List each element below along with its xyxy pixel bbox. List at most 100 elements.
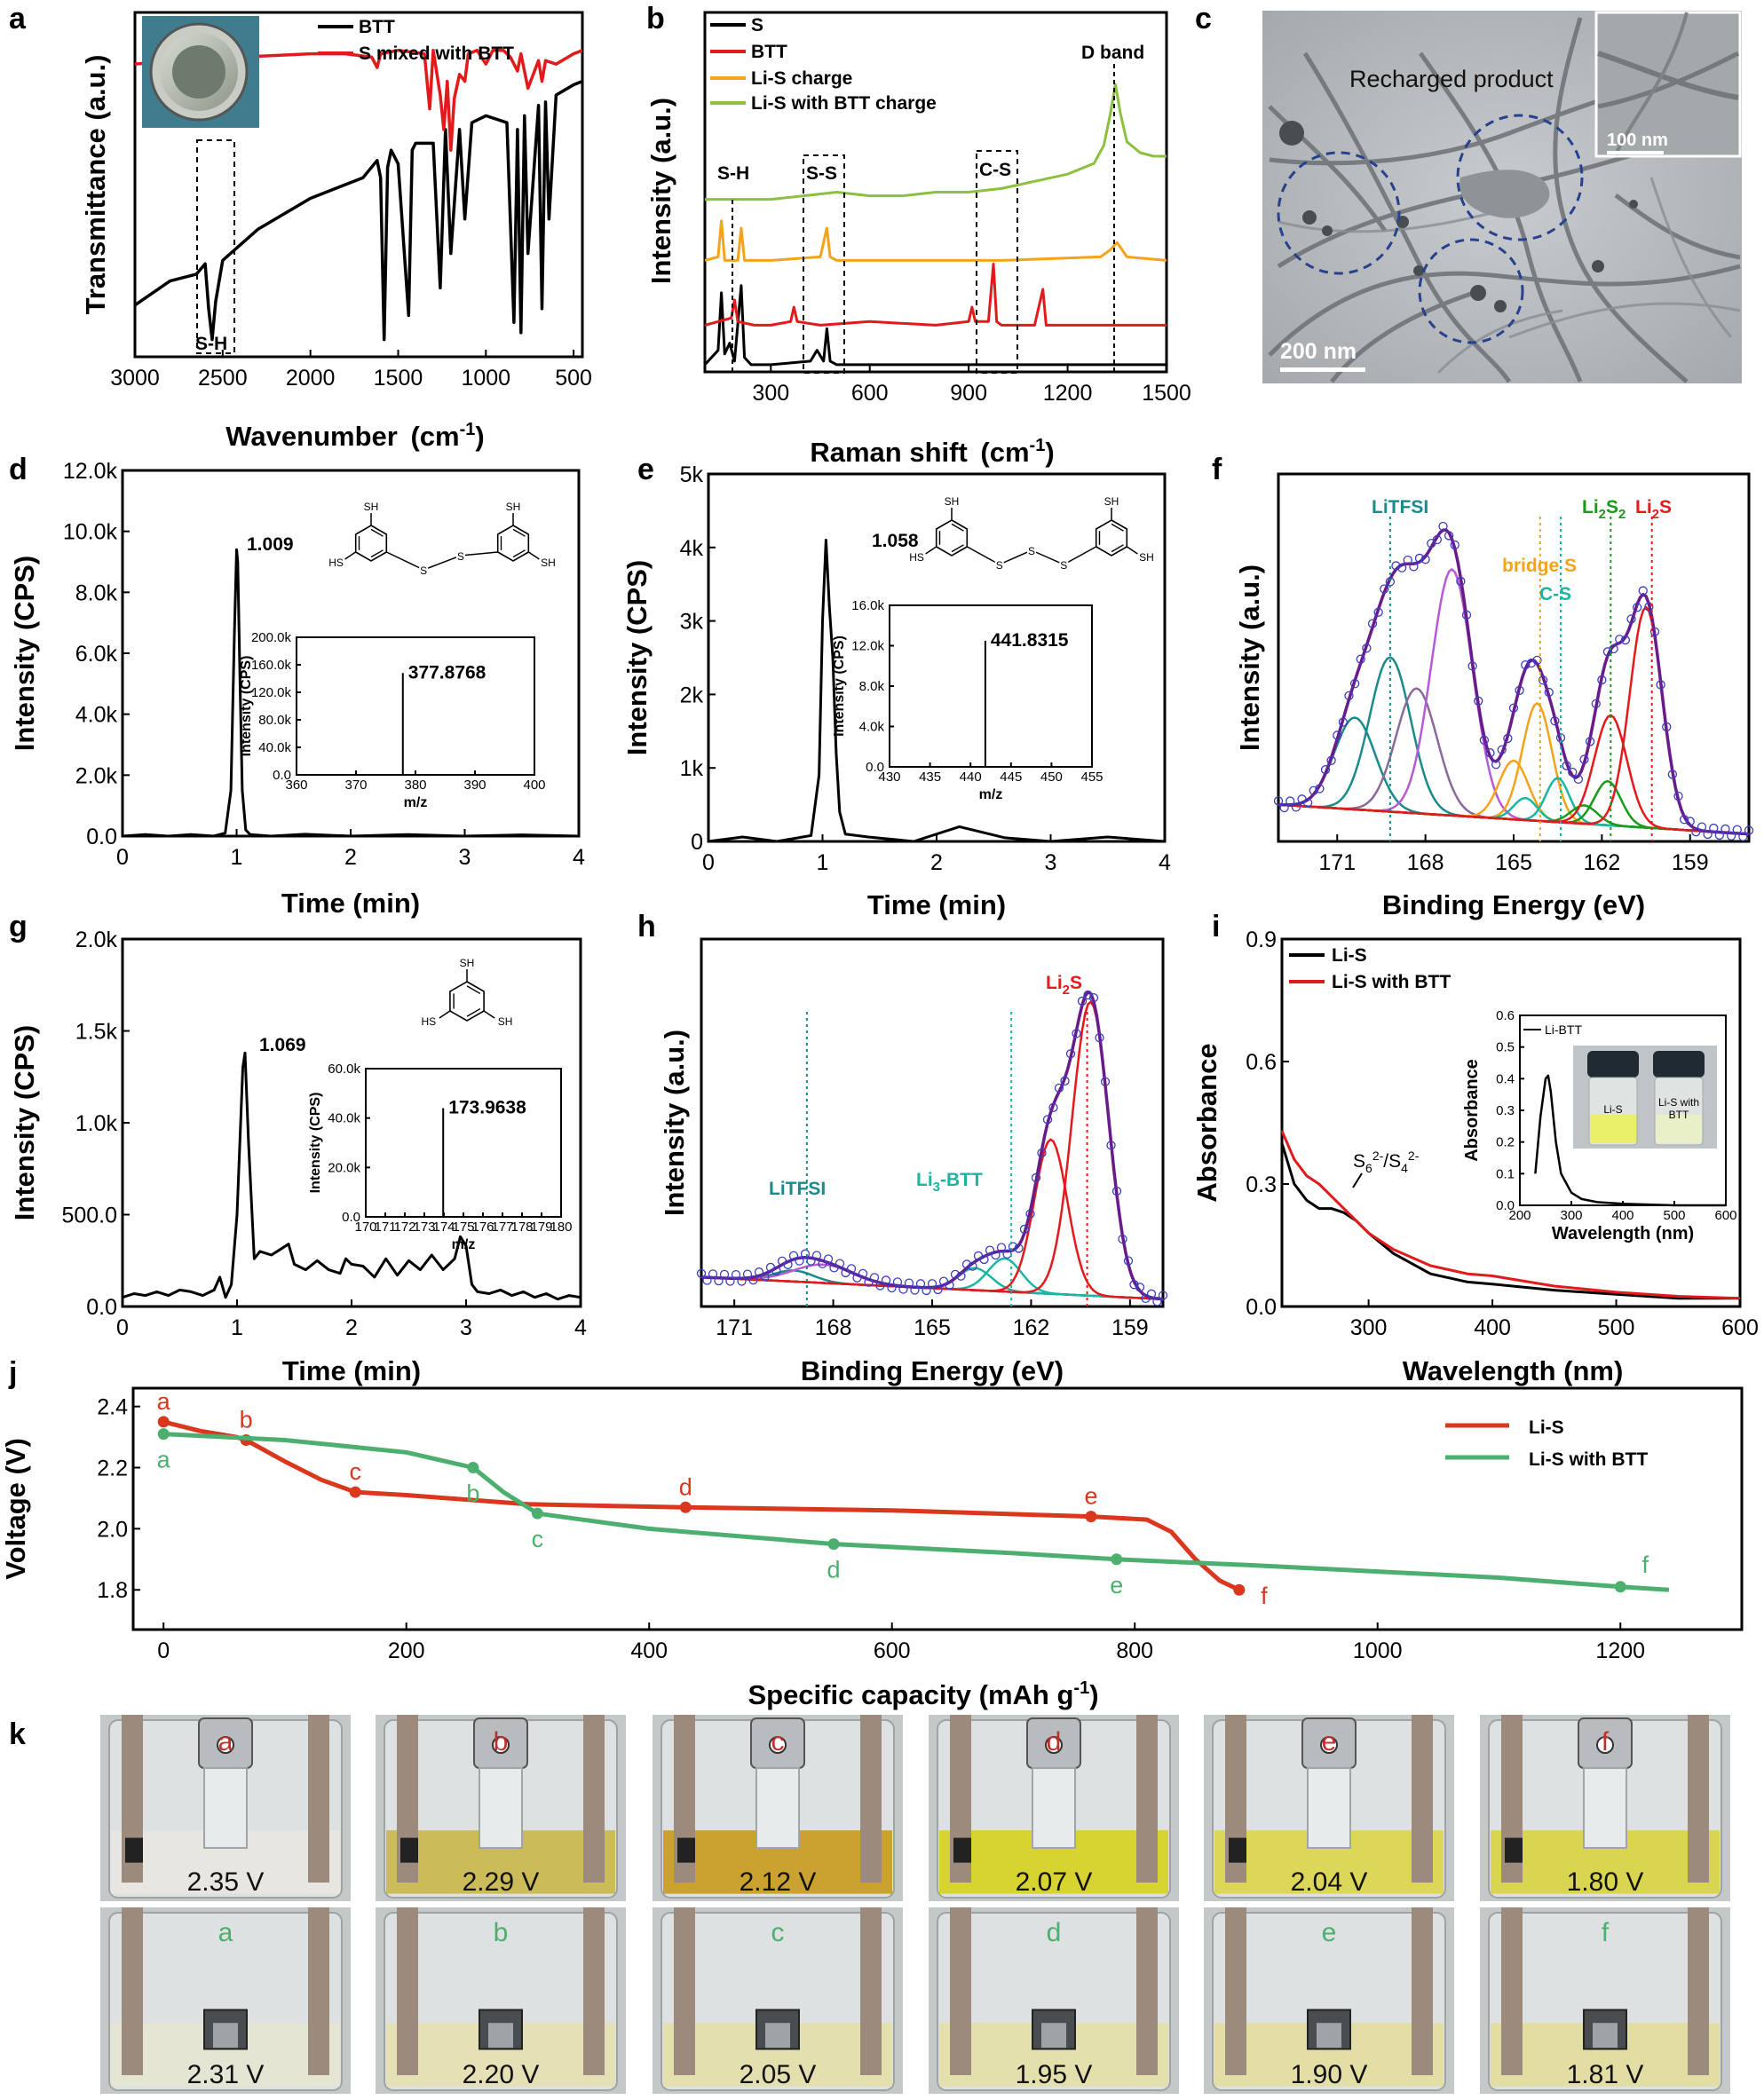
f-data-point (1673, 791, 1683, 801)
f-data-point (1638, 586, 1648, 596)
f-data-point (1714, 830, 1725, 841)
j-y-ticklabel: 2.4 (97, 1395, 128, 1420)
panel-a-ticks: 3000 2500 2000 1500 1000 500 (110, 350, 592, 391)
i-inset-ylabel: Absorbance (1462, 1059, 1482, 1162)
i-inset-y-ticklabel: 0.0 (1496, 1198, 1515, 1213)
k-photo-bottom-e: e 1.90 V (1204, 1907, 1454, 2094)
k-electrode-right (308, 1715, 329, 1883)
d-ring-1 (354, 525, 388, 562)
j-marker-label-1-b: b (466, 1480, 479, 1507)
k-voltage-c: 2.12 V (740, 1867, 817, 1897)
panel-a-xlabel-main: Wavenumber (225, 421, 398, 452)
tem-inset-scalebar (1607, 151, 1664, 154)
panel-label-j: j (8, 1356, 17, 1390)
panel-g-series (122, 1051, 581, 1301)
f-data-point (1562, 761, 1571, 770)
i-inset-xlabel: Wavelength (nm) (1552, 1224, 1694, 1243)
g-inset-x-ticklabel: 175 (452, 1220, 474, 1235)
b-x-ticklabel: 1500 (1142, 381, 1191, 406)
h-data-point (829, 1263, 839, 1273)
j-series-0 (162, 1419, 1240, 1592)
panel-label-h: h (637, 910, 656, 943)
d-x-ticklabel: 4 (573, 845, 585, 870)
k-photo-top-f: f 1.80 V (1480, 1715, 1730, 1901)
deposit-blob (1459, 170, 1550, 218)
f-data-point (1273, 796, 1284, 806)
panel-b-series (703, 83, 1167, 367)
d-bridge-bond (460, 551, 498, 557)
highlight-circle-3 (1418, 238, 1524, 344)
panel-a-series (134, 48, 583, 342)
b-series-1 (704, 263, 1167, 327)
k-cell-holder-inner (765, 2023, 790, 2049)
f-data-point (1732, 825, 1742, 834)
panel-e-series (708, 539, 1166, 843)
k-electrode-right (583, 1907, 605, 2075)
i-inset-legend: Li-BTT (1545, 1022, 1582, 1037)
k-electrode-tip (953, 1837, 971, 1863)
e-inset-xlabel: m/z (979, 787, 1003, 802)
k-clip-hole (492, 1736, 510, 1754)
d-label-s-0: S (420, 564, 427, 577)
g-inset-x-ticklabel: 171 (374, 1220, 396, 1235)
legend-s-mixed: S mixed with BTT (359, 43, 514, 64)
k-electrode-left (1501, 1907, 1523, 2075)
b-x-ticklabel: 900 (950, 381, 987, 406)
h-data-point (748, 1275, 758, 1285)
f-component-bridge-S-b (1278, 702, 1750, 835)
panel-a-ylabel: Transmittance (a.u.) (80, 55, 111, 315)
e-inset-ylabel: Intensity (CPS) (832, 636, 847, 737)
i-y-ticklabel: 0.3 (1246, 1172, 1277, 1197)
k-electrode-left (950, 1907, 971, 2075)
panel-h: 171 168 165 162 159 LiTFSI Li3-BTT Li2S Inte… (659, 937, 1168, 1386)
f-x-ticklabel: 159 (1672, 850, 1709, 875)
h-data-point (823, 1254, 834, 1264)
g-inset-y-ticklabel: 60.0k (328, 1062, 360, 1077)
sh-highlight-box (196, 139, 235, 354)
e-y-ticklabel: 2k (680, 683, 704, 707)
f-x-ticklabel: 165 (1495, 850, 1532, 875)
f-data-point (1738, 832, 1748, 841)
f-data-point (1532, 655, 1542, 666)
h-data-point (933, 1284, 943, 1295)
d-s-bg (419, 563, 429, 575)
legend-i-lis: Li-S (1332, 945, 1367, 966)
panel-j-xlabel-main: Specific capacity (mAh g (748, 1679, 1073, 1710)
k-electrode-tip (677, 1837, 695, 1863)
panel-label-f: f (1212, 453, 1222, 486)
e-s-bg (1059, 557, 1069, 570)
f-data-point (1461, 610, 1472, 620)
g-inset-y-ticklabel: 20.0k (328, 1160, 360, 1175)
k-letter-d: d (1047, 1918, 1062, 1947)
d-inset-mass-spectrum: 377.8768 360 370 380 390 400 0.0 40.0k 80.0k 120.… (239, 630, 546, 810)
k-electrode-right (1688, 1907, 1709, 2075)
e-bridge-bond (1031, 549, 1064, 565)
i-inset-y-ticklabel: 0.6 (1496, 1008, 1515, 1023)
panel-b-frame (703, 11, 1168, 374)
panel-h-xlabel: Binding Energy (eV) (801, 1355, 1064, 1386)
f-data-point (1391, 561, 1401, 571)
d-ring-2 (496, 525, 530, 562)
f-data-point (1450, 540, 1459, 550)
f-li2s-s: S (1659, 497, 1672, 517)
k-electrode-right (1412, 1907, 1433, 2075)
k-photo-top-a: a 2.35 V (100, 1715, 351, 1901)
k-letter-e: e (1322, 1727, 1337, 1757)
panel-j-frame (131, 1386, 1744, 1631)
k-electrode-tip (1505, 1837, 1523, 1863)
i-annot-prefix: S (1353, 1151, 1365, 1172)
h-li3btt-rest: -BTT (940, 1170, 983, 1190)
e-bond-sh (1126, 546, 1138, 555)
k-voltage-e: 2.04 V (1291, 1867, 1368, 1897)
d-ring-1-bond (370, 549, 384, 558)
e-s-bg (1027, 543, 1036, 556)
legend-lis-btt-charge: Li-S with BTT charge (751, 93, 937, 114)
h-label-litfsi: LiTFSI (769, 1179, 826, 1199)
vial-label-btt: BTT (1669, 1109, 1689, 1121)
i-annot-mid: /S (1383, 1151, 1401, 1172)
panel-j-ylabel: Voltage (V) (0, 1438, 31, 1580)
h-data-point (979, 1254, 989, 1265)
a-x-ticklabel: 2000 (286, 366, 336, 391)
nanotube-network-fine (1278, 177, 1741, 375)
k-cell-holder (203, 1767, 248, 1849)
